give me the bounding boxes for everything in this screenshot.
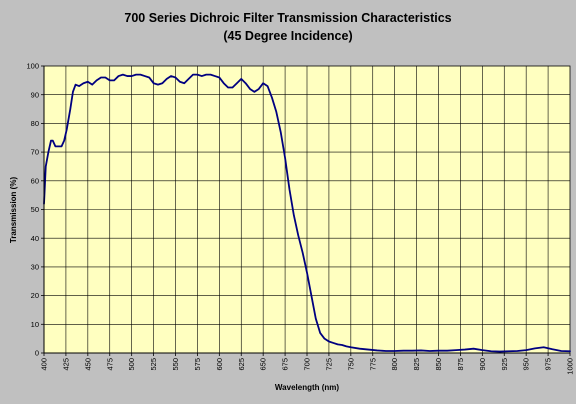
x-tick-label: 625 xyxy=(237,358,246,371)
x-tick-label: 475 xyxy=(105,358,114,371)
x-tick-label: 525 xyxy=(149,358,158,371)
chart-subtitle: (45 Degree Incidence) xyxy=(223,29,352,43)
y-tick-label: 80 xyxy=(31,119,39,128)
y-tick-label: 90 xyxy=(31,90,39,99)
y-tick-label: 60 xyxy=(31,176,39,185)
x-tick-label: 700 xyxy=(303,358,312,371)
x-tick-label: 1000 xyxy=(566,358,575,375)
y-tick-label: 40 xyxy=(31,234,39,243)
y-tick-label: 30 xyxy=(31,263,39,272)
y-tick-label: 70 xyxy=(31,148,39,157)
y-tick-label: 50 xyxy=(31,205,39,214)
y-tick-label: 100 xyxy=(26,62,39,71)
transmission-series-line xyxy=(43,73,571,353)
x-tick-label: 750 xyxy=(346,358,355,371)
x-tick-label: 925 xyxy=(500,358,509,371)
x-tick-label: 500 xyxy=(127,358,136,371)
x-tick-label: 975 xyxy=(544,358,553,371)
x-axis-title: Wavelength (nm) xyxy=(275,383,339,392)
x-tick-label: 825 xyxy=(412,358,421,371)
y-tick-label: 0 xyxy=(35,349,39,358)
x-tick-label: 400 xyxy=(40,358,49,371)
grid-lines xyxy=(44,66,570,353)
x-tick-label: 775 xyxy=(368,358,377,371)
y-tick-label: 10 xyxy=(31,320,39,329)
x-tick-label: 850 xyxy=(434,358,443,371)
y-tick-label: 20 xyxy=(31,291,39,300)
x-tick-label: 450 xyxy=(83,358,92,371)
x-tick-label: 725 xyxy=(324,358,333,371)
x-tick-label: 675 xyxy=(281,358,290,371)
x-tick-label: 600 xyxy=(215,358,224,371)
x-tick-label: 875 xyxy=(456,358,465,371)
x-tick-label: 950 xyxy=(522,358,531,371)
x-tick-label: 650 xyxy=(259,358,268,371)
x-tick-label: 550 xyxy=(171,358,180,371)
y-axis-title: Transmission (%) xyxy=(9,177,18,244)
x-tick-label: 800 xyxy=(390,358,399,371)
x-tick-label: 575 xyxy=(193,358,202,371)
x-tick-label: 425 xyxy=(61,358,70,371)
series-layer xyxy=(43,73,571,353)
chart-title: 700 Series Dichroic Filter Transmission … xyxy=(124,11,451,25)
x-tick-label: 900 xyxy=(478,358,487,371)
axis-ticks: 400 425 450 475 500 525 550 575 600 625 650 675 700 7… xyxy=(26,62,574,375)
